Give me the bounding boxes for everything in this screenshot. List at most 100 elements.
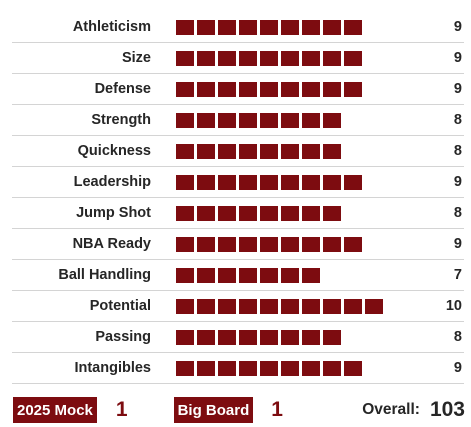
rating-bar-segment: [302, 298, 320, 314]
rating-bar-segment: [239, 143, 257, 159]
rating-bar-segment: [344, 236, 362, 252]
rating-row: Strength 8: [12, 105, 464, 136]
rating-bar-segment: [239, 329, 257, 345]
rating-label: Passing: [95, 329, 151, 345]
rating-bar-segment: [176, 329, 194, 345]
rating-label: NBA Ready: [72, 236, 151, 252]
rating-bar-segment: [323, 174, 341, 190]
rating-bar-segment: [302, 81, 320, 97]
rating-bar-segment: [260, 81, 278, 97]
rating-row: Size 9: [12, 43, 464, 74]
rankings-footer: 2025 Mock 1 Big Board 1 Overall: 103: [13, 396, 465, 424]
rating-bar-segment: [197, 267, 215, 283]
rating-bar-segment: [302, 50, 320, 66]
rating-bar-segment: [239, 112, 257, 128]
rating-bar-segment: [260, 267, 278, 283]
rating-score: 7: [453, 267, 462, 283]
rating-score: 9: [453, 174, 462, 190]
rating-bar: [176, 236, 421, 252]
rating-bar: [176, 50, 421, 66]
rating-bar: [176, 329, 421, 345]
rating-bar-segment: [302, 174, 320, 190]
rating-bar-segment: [260, 112, 278, 128]
rating-bar-segment: [260, 143, 278, 159]
rating-bar-segment: [239, 267, 257, 283]
rating-label: Defense: [94, 81, 151, 97]
rating-bar-segment: [260, 205, 278, 221]
rating-row: Quickness 8: [12, 136, 464, 167]
rating-bar-segment: [176, 174, 194, 190]
rating-row: Athleticism 9: [12, 12, 464, 43]
rating-score: 9: [453, 81, 462, 97]
rating-bar: [176, 267, 421, 283]
rating-bar-segment: [239, 360, 257, 376]
rating-label: Leadership: [73, 174, 151, 190]
rating-bar-segment: [281, 298, 299, 314]
big-board-rank: 1: [271, 398, 283, 421]
rating-bar-segment: [323, 298, 341, 314]
rating-bar-segment: [344, 50, 362, 66]
rating-bar-segment: [197, 329, 215, 345]
rating-bar: [176, 81, 421, 97]
rating-bar-segment: [218, 360, 236, 376]
rating-label: Jump Shot: [76, 205, 151, 221]
rating-bar-segment: [323, 205, 341, 221]
rating-bar-segment: [239, 81, 257, 97]
rating-bar-segment: [218, 329, 236, 345]
mock-rank: 1: [115, 398, 128, 421]
rating-bar-segment: [239, 205, 257, 221]
rating-bar-segment: [218, 19, 236, 35]
rating-bar-segment: [176, 50, 194, 66]
rating-bar-segment: [260, 50, 278, 66]
rating-bar-segment: [218, 236, 236, 252]
rating-bar: [176, 19, 421, 35]
rating-label: Ball Handling: [58, 267, 151, 283]
mock-badge: 2025 Mock: [13, 397, 97, 423]
rating-bar-segment: [176, 236, 194, 252]
rating-score: 9: [453, 360, 462, 376]
rating-bar-segment: [176, 267, 194, 283]
rating-row: NBA Ready 9: [12, 229, 464, 260]
rating-score: 8: [453, 143, 462, 159]
rating-bar-segment: [323, 236, 341, 252]
rating-bar-segment: [323, 50, 341, 66]
rating-row: Passing 8: [12, 322, 464, 353]
rating-bar-segment: [323, 19, 341, 35]
rating-bar-segment: [323, 360, 341, 376]
rating-row: Intangibles 9: [12, 353, 464, 384]
rating-label: Intangibles: [74, 360, 151, 376]
rating-label: Potential: [89, 298, 151, 314]
rating-bar-segment: [176, 298, 194, 314]
rating-bar-segment: [281, 205, 299, 221]
rating-bar-segment: [218, 298, 236, 314]
rating-bar-segment: [302, 205, 320, 221]
rating-bar-segment: [281, 143, 299, 159]
rating-score: 9: [453, 50, 462, 66]
rating-bar-segment: [218, 112, 236, 128]
rating-bar-segment: [197, 19, 215, 35]
rating-bar-segment: [197, 81, 215, 97]
rating-bar-segment: [323, 329, 341, 345]
rating-bar-segment: [281, 267, 299, 283]
rating-bar-segment: [302, 112, 320, 128]
rating-bar-segment: [281, 112, 299, 128]
rating-score: 10: [445, 298, 462, 314]
rating-bar-segment: [344, 298, 362, 314]
rating-bar-segment: [176, 19, 194, 35]
rating-score: 9: [453, 236, 462, 252]
rating-bar-segment: [197, 360, 215, 376]
rating-bar: [176, 205, 421, 221]
rating-bar-segment: [218, 267, 236, 283]
rating-bar-segment: [281, 174, 299, 190]
rating-bar-segment: [239, 298, 257, 314]
rating-bar-segment: [239, 236, 257, 252]
big-board-badge: Big Board: [173, 397, 254, 423]
rating-bar-segment: [197, 174, 215, 190]
rating-bar-segment: [197, 205, 215, 221]
rating-bar-segment: [197, 298, 215, 314]
rating-bar-segment: [176, 81, 194, 97]
rating-bar-segment: [239, 174, 257, 190]
rating-bar: [176, 360, 421, 376]
rating-bar-segment: [281, 360, 299, 376]
rating-bar-segment: [218, 50, 236, 66]
